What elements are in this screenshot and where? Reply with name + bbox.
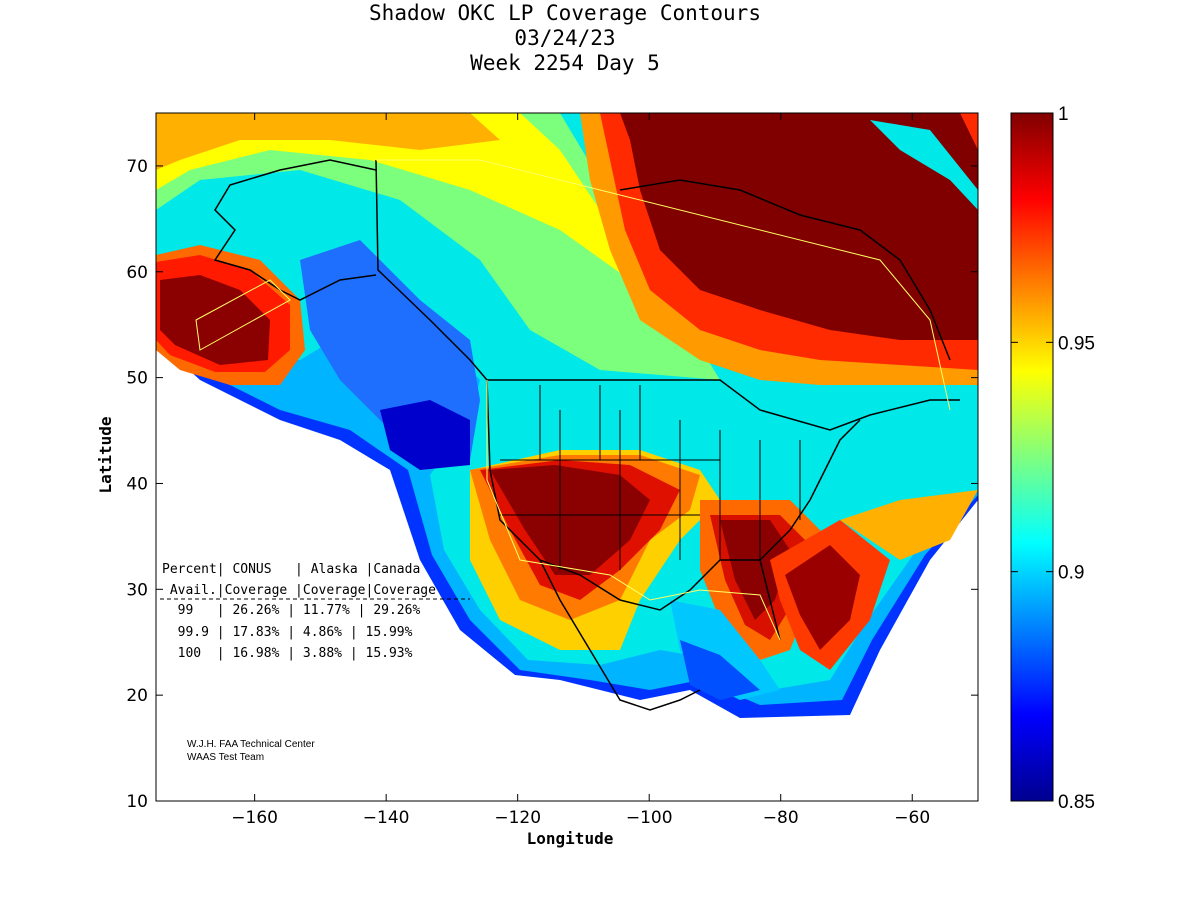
x-axis-label: Longitude — [527, 829, 614, 848]
colorbar-tick-label: 0.85 — [1058, 792, 1095, 813]
y-tick-label: 60 — [126, 263, 148, 283]
x-tick-label: −140 — [363, 808, 410, 828]
y-tick-label: 20 — [126, 686, 148, 706]
stats-row: 100 | 16.98% | 3.88% | 15.93% — [162, 646, 413, 661]
stats-row: 99.9 | 17.83% | 4.86% | 15.99% — [162, 625, 413, 640]
y-axis-label: Latitude — [96, 416, 115, 493]
y-tick-label: 70 — [126, 157, 148, 177]
chart-week-day: Week 2254 Day 5 — [470, 51, 660, 75]
coverage-stats-table: Percent| CONUS | Alaska |Canada Avail.|C… — [160, 562, 470, 661]
y-tick-label: 30 — [126, 580, 148, 600]
x-tick-label: −80 — [763, 808, 799, 828]
y-tick-label: 40 — [126, 474, 148, 494]
plot-frame — [155, 112, 979, 802]
colorbar — [1010, 112, 1054, 802]
coverage-field — [156, 113, 978, 801]
region-outlines — [195, 159, 951, 641]
colorbar-tick-label: 0.9 — [1058, 563, 1084, 584]
state-boundaries — [500, 385, 801, 570]
credit-line-2: WAAS Test Team — [187, 752, 264, 763]
x-tick-label: −120 — [494, 808, 541, 828]
stats-header-2: Avail.|Coverage |Coverage|Coverage — [162, 583, 436, 598]
colorbar-tick-label: 1 — [1058, 104, 1069, 125]
chart-date: 03/24/23 — [514, 26, 616, 50]
y-tick-label: 10 — [126, 792, 148, 812]
x-tick-label: −100 — [626, 808, 673, 828]
y-tick-label: 50 — [126, 369, 148, 389]
stats-row: 99 | 26.26% | 11.77% | 29.26% — [162, 603, 420, 618]
credit-line-1: W.J.H. FAA Technical Center — [187, 739, 315, 750]
stats-header-1: Percent| CONUS | Alaska |Canada — [162, 562, 420, 577]
colorbar-ticks: 1 0.95 0.9 0.85 — [1011, 104, 1095, 813]
tick-marks: −160 −140 −120 −100 −80 −60 10 20 30 40 50 60 70 — [126, 113, 978, 828]
chart-title: Shadow OKC LP Coverage Contours — [369, 1, 761, 25]
x-tick-label: −60 — [894, 808, 930, 828]
colorbar-tick-label: 0.95 — [1058, 333, 1095, 354]
country-boundaries — [213, 159, 960, 711]
x-tick-label: −160 — [231, 808, 278, 828]
